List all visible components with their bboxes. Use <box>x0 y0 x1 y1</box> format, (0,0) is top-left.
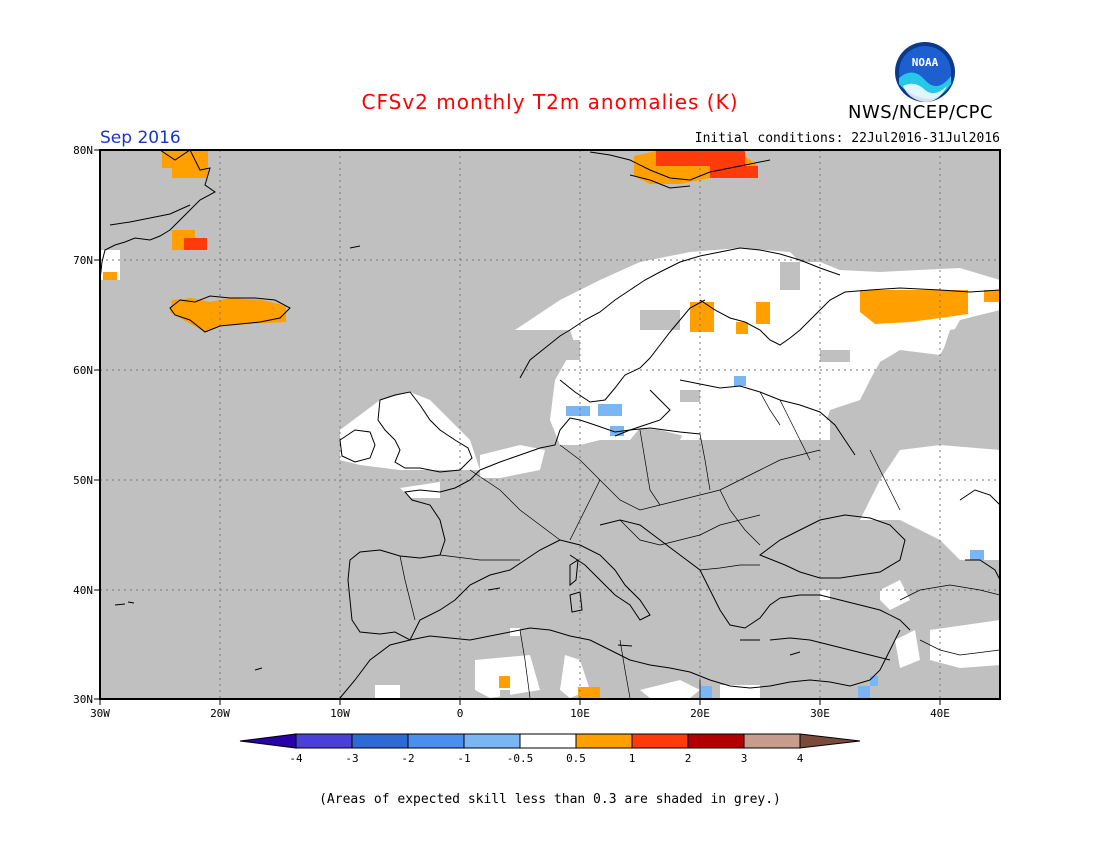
colorbar-bin <box>519 733 577 749</box>
lon-label-20w: 20W <box>210 707 230 720</box>
colorbar-tick-label: 2 <box>685 752 692 765</box>
map-title: CFSv2 monthly T2m anomalies (K) <box>361 90 739 114</box>
colorbar-tick-label: 0.5 <box>566 752 586 765</box>
colorbar-bin <box>575 733 633 749</box>
colorbar-bin <box>295 733 353 749</box>
colorbar-tick-label: -3 <box>345 752 358 765</box>
initial-conditions: Initial conditions: 22Jul2016-31Jul2016 <box>694 131 1000 146</box>
colorbar-bin <box>239 733 297 749</box>
lon-label-20e: 20E <box>690 707 710 720</box>
colorbar-tick-label: -4 <box>289 752 303 765</box>
lat-label-50n: 50N <box>73 474 93 487</box>
colorbar-tick-label: -1 <box>457 752 470 765</box>
lon-label-10w: 10W <box>330 707 350 720</box>
coastlines <box>100 150 1000 699</box>
noaa-logo: NOAA <box>895 42 955 102</box>
axis-ticks <box>94 149 941 705</box>
lon-label-0: 0 <box>457 707 464 720</box>
colorbar-bin <box>631 733 689 749</box>
noaa-logo-text: NOAA <box>912 56 939 69</box>
country-borders <box>399 391 1000 699</box>
anomaly-map: 80N 70N 60N 50N 40N 30N 30W 20W 10W 0 10… <box>73 144 1001 720</box>
colorbar-bin <box>743 733 801 749</box>
lat-label-80n: 80N <box>73 144 93 157</box>
lon-label-30w: 30W <box>90 707 110 720</box>
lon-label-10e: 10E <box>570 707 590 720</box>
colorbar-bin <box>799 733 861 749</box>
lat-label-40n: 40N <box>73 584 93 597</box>
low-skill-area <box>100 150 1000 699</box>
skill-footnote: (Areas of expected skill less than 0.3 a… <box>319 792 781 807</box>
colorbar-tick-label: 3 <box>741 752 748 765</box>
lon-label-30e: 30E <box>810 707 830 720</box>
lat-label-60n: 60N <box>73 364 93 377</box>
low-skill-patches <box>500 262 1000 698</box>
map-gridlines <box>100 150 1000 699</box>
agency-label: NWS/NCEP/CPC <box>848 102 994 123</box>
lat-label-30n: 30N <box>73 693 93 706</box>
colorbar-bin <box>687 733 745 749</box>
colorbar-bin <box>351 733 409 749</box>
lon-label-40e: 40E <box>930 707 950 720</box>
forecast-period: Sep 2016 <box>100 128 181 148</box>
small-islands <box>114 245 801 671</box>
colorbar-bin <box>407 733 465 749</box>
colorbar-tick-label: -0.5 <box>507 752 534 765</box>
colorbar-tick-label: 1 <box>629 752 636 765</box>
colorbar-tick-label: -2 <box>401 752 414 765</box>
colorbar-tick-label: 4 <box>797 752 804 765</box>
map-frame <box>99 149 1001 700</box>
colorbar-bin <box>463 733 521 749</box>
lat-label-70n: 70N <box>73 254 93 267</box>
colorbar: -4 -3 -2 -1 -0.5 0.5 1 2 3 4 <box>239 733 861 765</box>
